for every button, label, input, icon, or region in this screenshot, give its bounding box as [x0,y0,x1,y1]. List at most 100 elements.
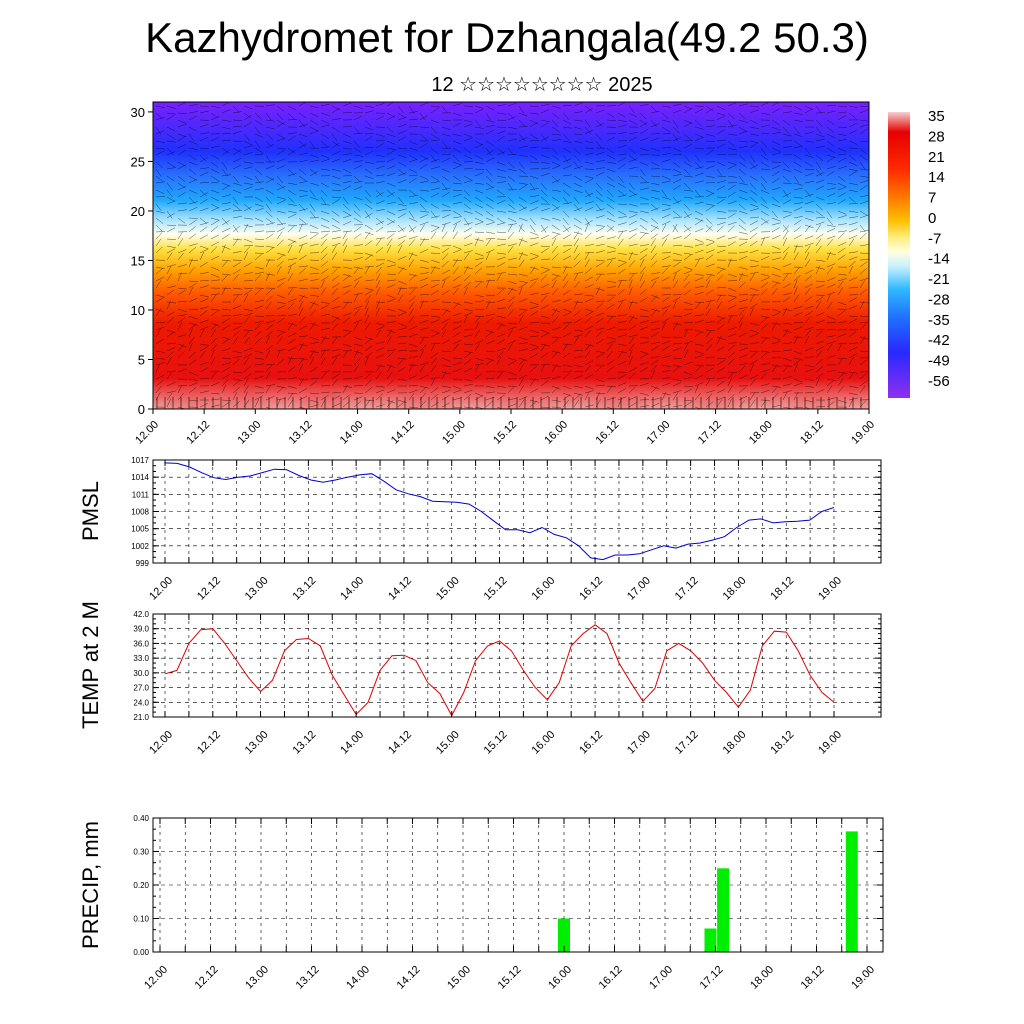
wind-barb [430,387,439,394]
wind-barb [463,105,474,107]
wind-barb [749,105,759,108]
wind-barb [804,283,814,289]
wind-barb [782,376,792,380]
wind-barb [639,378,650,380]
wind-barb [386,244,392,254]
wind-barb [463,217,470,226]
wind-barb [254,140,261,149]
wind-barb [584,284,594,289]
wind-barb [716,185,726,191]
wind-barb [782,210,792,213]
wind-barb [419,196,428,203]
y-tick-label: 999 [136,559,150,568]
wind-barb [232,371,243,374]
wind-barb [771,273,781,278]
wind-barb [177,144,187,149]
wind-barb [683,161,692,167]
wind-barb [716,112,726,116]
temp-ylabel: TEMP at 2 M [78,601,103,729]
wind-barb [672,196,680,204]
wind-barb [430,105,440,108]
wind-barb [496,181,506,184]
wind-barb [650,272,660,275]
wind-barb [771,210,778,219]
wind-barb [650,345,659,352]
wind-barb [551,364,558,373]
wind-barb [617,268,626,275]
heatmap-x-axis: 12.00 12.12 13.00 13.12 14.00 14.12 15.00 15.12… [133,409,877,447]
wind-barb [430,126,438,134]
wind-barb [617,216,627,219]
wind-barb [815,320,825,324]
wind-barb [716,175,727,177]
wind-barb [210,136,220,142]
wind-barb [672,382,682,387]
wind-barb [331,245,337,254]
wind-barb [639,382,649,387]
wind-barb [243,272,253,275]
wind-barb [661,265,671,268]
wind-barb [441,370,447,380]
wind-barb [518,137,528,142]
wind-barb [342,312,352,317]
wind-barb [782,168,792,173]
wind-barb [562,273,569,282]
wind-barb [606,280,616,283]
x-tick-label: 13.12 [287,419,315,447]
wind-barb [287,346,297,352]
wind-barb [540,332,550,338]
wind-barb [826,119,835,125]
wind-barb [243,186,253,191]
wind-barb [485,221,495,226]
wind-barb [441,339,451,345]
wind-barb [683,308,694,310]
wind-barb [815,266,825,270]
wind-barb [496,288,504,296]
wind-barb [782,105,793,107]
wind-barb [815,221,825,226]
wind-barb [804,154,814,158]
wind-barb [177,314,187,317]
wind-barb [408,154,417,160]
wind-barb [419,336,426,345]
wind-barb [397,179,407,184]
wind-barb [441,231,448,240]
wind-barb [298,294,305,303]
wind-barb [771,308,781,313]
wind-barb [210,217,220,221]
wind-barb [595,133,603,141]
wind-barb [177,264,187,268]
wind-barb [430,133,439,140]
wind-barb [617,175,624,184]
wind-barb [210,279,220,282]
wind-barb [848,189,858,193]
wind-barb [518,251,524,261]
wind-barb [276,397,286,401]
wind-barb [188,247,197,254]
wind-barb [419,102,429,107]
wind-barb [320,268,329,275]
wind-barb [364,266,375,268]
wind-barb [848,238,855,247]
wind-barb [375,133,385,137]
wind-barb [221,174,231,177]
wind-barb [573,280,580,289]
wind-barb [837,342,847,345]
wind-barb [573,336,579,345]
wind-barb [782,273,789,282]
wind-barb [177,249,187,254]
wind-barb [353,180,363,184]
colorbar-label: -49 [928,353,950,370]
wind-barb [771,280,781,285]
wind-barb [474,357,484,362]
wind-barb [705,192,715,198]
wind-barb [496,307,506,310]
wind-barb [507,371,517,376]
wind-barb [815,245,822,254]
wind-barb [804,131,814,135]
wind-barb [254,188,264,191]
wind-barb [441,322,448,331]
wind-barb [298,244,303,254]
wind-barb [342,175,353,177]
